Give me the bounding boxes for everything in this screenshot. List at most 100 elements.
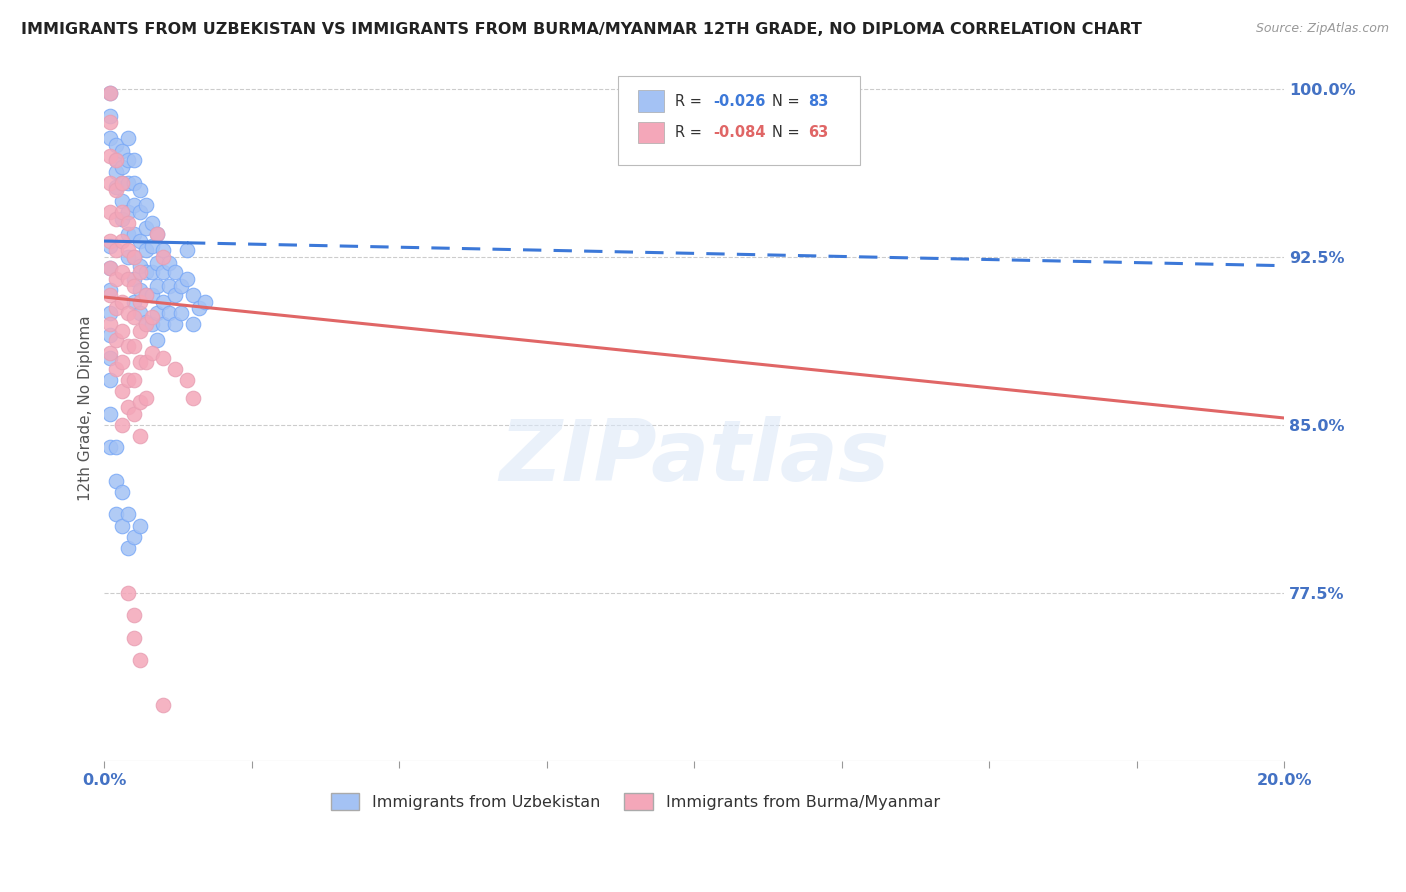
Point — [98, 328, 121, 343]
Point — [122, 250, 145, 264]
Point — [181, 317, 204, 331]
Point — [135, 288, 157, 302]
Point — [122, 631, 145, 645]
Point — [141, 265, 163, 279]
Point — [122, 294, 145, 309]
Point — [111, 518, 134, 533]
Point — [152, 265, 174, 279]
Text: R =: R = — [675, 125, 707, 140]
Point — [111, 145, 134, 159]
Point — [98, 234, 121, 248]
Point — [135, 288, 157, 302]
Point — [128, 653, 150, 667]
Point — [117, 205, 139, 219]
Point — [105, 153, 128, 168]
Point — [98, 149, 121, 163]
Text: -0.084: -0.084 — [713, 125, 766, 140]
Point — [105, 211, 128, 226]
Point — [122, 407, 145, 421]
Point — [111, 234, 134, 248]
Point — [117, 131, 139, 145]
Text: Source: ZipAtlas.com: Source: ZipAtlas.com — [1256, 22, 1389, 36]
Point — [111, 324, 134, 338]
Point — [152, 317, 174, 331]
Point — [165, 265, 187, 279]
Point — [105, 243, 128, 257]
Point — [135, 317, 157, 331]
Text: IMMIGRANTS FROM UZBEKISTAN VS IMMIGRANTS FROM BURMA/MYANMAR 12TH GRADE, NO DIPLO: IMMIGRANTS FROM UZBEKISTAN VS IMMIGRANTS… — [21, 22, 1142, 37]
Point — [176, 373, 198, 387]
Point — [98, 306, 121, 320]
Point — [146, 227, 169, 242]
Point — [98, 351, 121, 365]
Point — [98, 205, 121, 219]
Point — [122, 153, 145, 168]
Point — [98, 109, 121, 123]
Point — [98, 440, 121, 454]
Bar — [638, 90, 664, 112]
Point — [98, 373, 121, 387]
Point — [135, 220, 157, 235]
Point — [157, 306, 180, 320]
Point — [165, 288, 187, 302]
Point — [105, 182, 128, 196]
Point — [122, 339, 145, 353]
Point — [176, 243, 198, 257]
Point — [152, 243, 174, 257]
Point — [117, 216, 139, 230]
Point — [122, 373, 145, 387]
FancyBboxPatch shape — [617, 77, 859, 164]
Point — [111, 176, 134, 190]
Point — [111, 160, 134, 174]
Point — [135, 355, 157, 369]
Point — [141, 317, 163, 331]
Point — [105, 440, 128, 454]
Point — [135, 315, 157, 329]
Point — [157, 256, 180, 270]
Y-axis label: 12th Grade, No Diploma: 12th Grade, No Diploma — [79, 315, 93, 500]
Point — [117, 272, 139, 286]
Point — [98, 87, 121, 101]
Point — [105, 333, 128, 347]
Text: 63: 63 — [807, 125, 828, 140]
Point — [122, 272, 145, 286]
Point — [98, 260, 121, 275]
Point — [98, 238, 121, 252]
Point — [117, 400, 139, 414]
Point — [141, 310, 163, 325]
Point — [111, 294, 134, 309]
Point — [170, 306, 193, 320]
Point — [128, 518, 150, 533]
Point — [111, 384, 134, 398]
Point — [157, 278, 180, 293]
Point — [128, 259, 150, 273]
Point — [105, 361, 128, 376]
Point — [105, 164, 128, 178]
Point — [165, 317, 187, 331]
Point — [146, 278, 169, 293]
Point — [98, 176, 121, 190]
Point — [128, 355, 150, 369]
Point — [141, 238, 163, 252]
Point — [117, 541, 139, 555]
Point — [111, 176, 134, 190]
Point — [128, 395, 150, 409]
Point — [111, 265, 134, 279]
Point — [111, 211, 134, 226]
Point — [105, 153, 128, 168]
Point — [117, 585, 139, 599]
Point — [122, 310, 145, 325]
Point — [98, 115, 121, 129]
Point — [128, 205, 150, 219]
Legend: Immigrants from Uzbekistan, Immigrants from Burma/Myanmar: Immigrants from Uzbekistan, Immigrants f… — [325, 787, 946, 816]
Point — [152, 294, 174, 309]
Point — [105, 301, 128, 316]
Point — [152, 698, 174, 712]
Point — [135, 198, 157, 212]
Point — [98, 346, 121, 360]
Point — [141, 288, 163, 302]
Point — [146, 227, 169, 242]
Point — [181, 288, 204, 302]
Point — [111, 355, 134, 369]
Point — [117, 153, 139, 168]
